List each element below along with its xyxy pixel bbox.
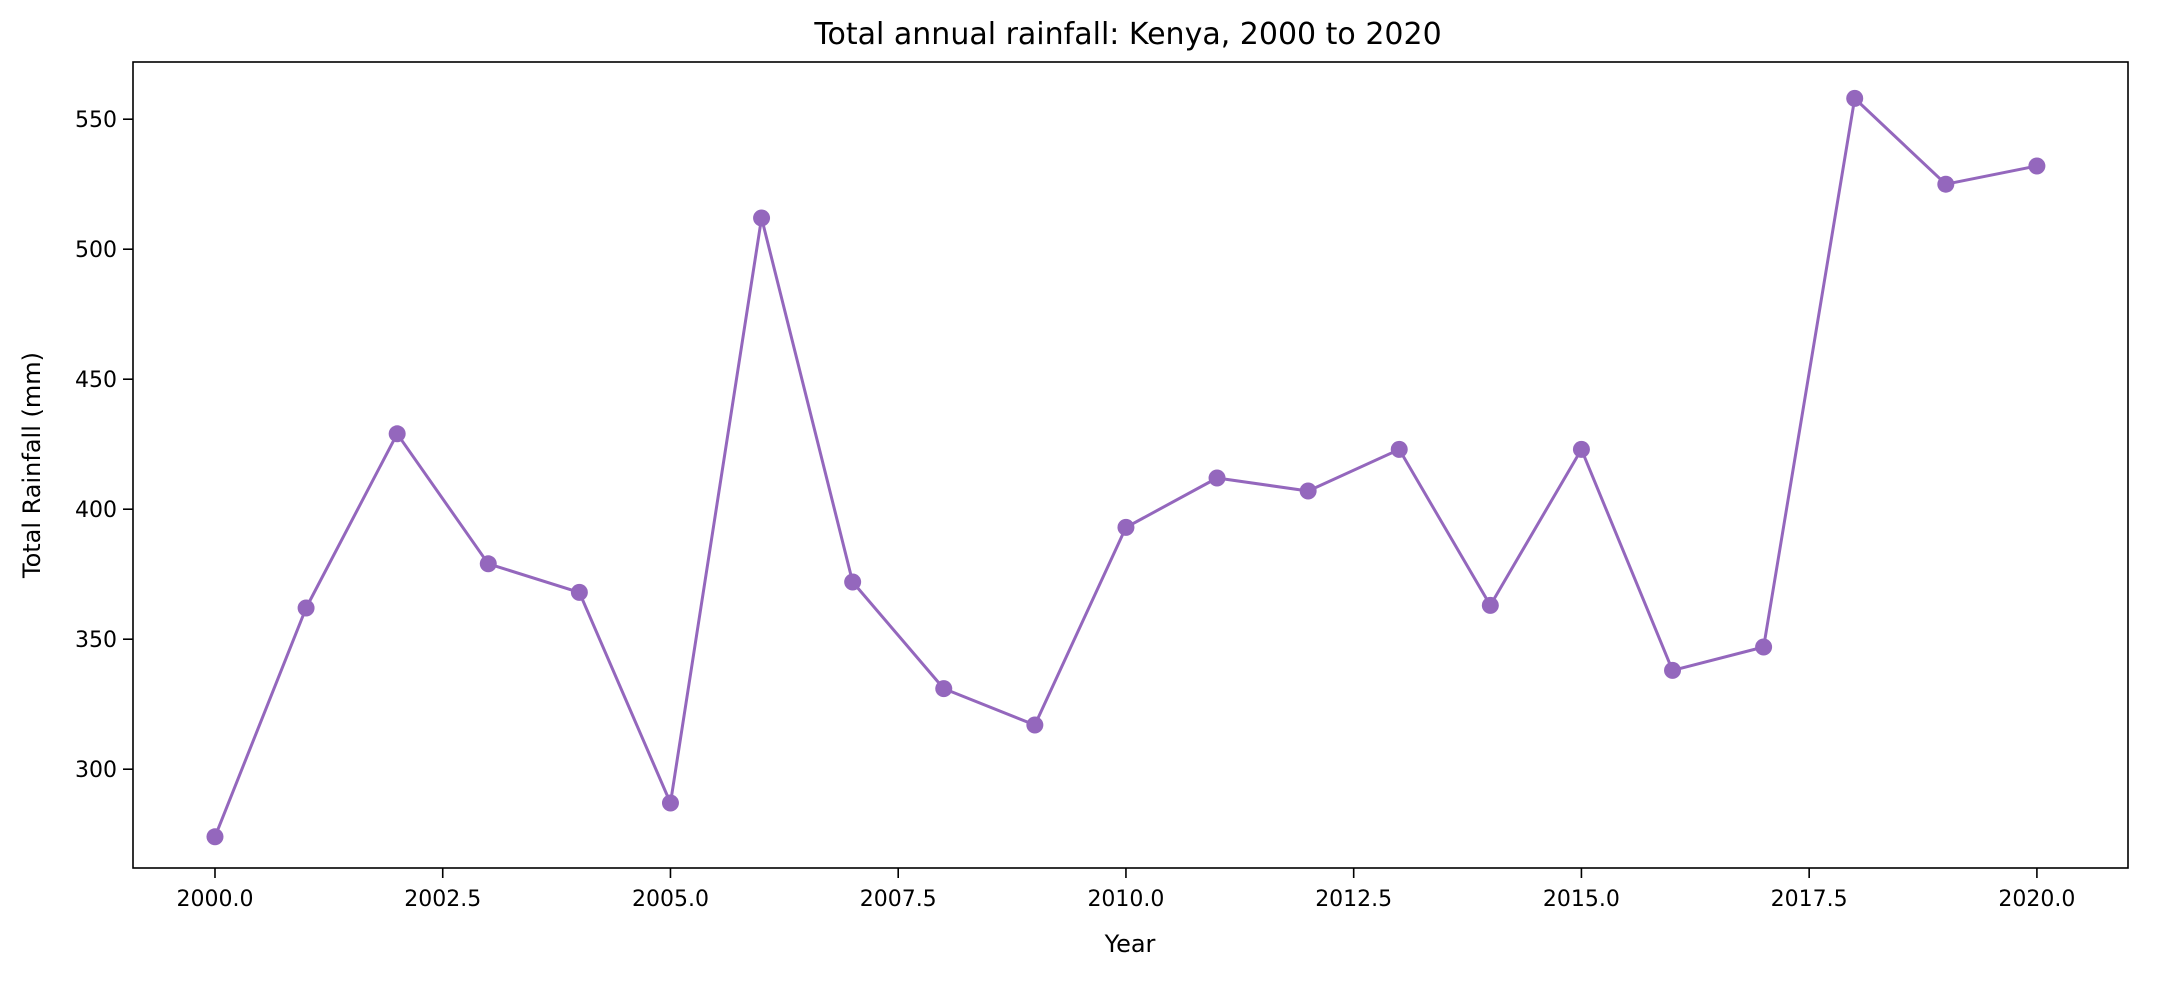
y-axis-ticks: 300 350 400 450 500 550 <box>75 108 133 783</box>
x-tick-label: 2000.0 <box>176 887 253 912</box>
y-tick-label: 550 <box>75 108 117 133</box>
data-point <box>479 555 497 573</box>
y-tick-label: 500 <box>75 238 117 263</box>
data-point <box>1390 440 1408 458</box>
data-point <box>1755 638 1773 656</box>
data-point <box>1664 661 1682 679</box>
x-axis-ticks: 2000.0 2002.5 2005.0 2007.5 2010.0 2012.5 2015… <box>176 868 2075 912</box>
data-point <box>1299 482 1317 500</box>
x-tick-label: 2012.5 <box>1315 887 1392 912</box>
x-tick-label: 2005.0 <box>632 887 709 912</box>
data-point <box>844 573 862 591</box>
y-tick-label: 350 <box>75 628 117 653</box>
x-tick-label: 2010.0 <box>1087 887 1164 912</box>
data-point <box>1937 175 1955 193</box>
data-point <box>570 583 588 601</box>
x-tick-label: 2020.0 <box>1998 887 2075 912</box>
series-group <box>206 89 2046 846</box>
data-point <box>1117 518 1135 536</box>
data-point <box>1208 469 1226 487</box>
data-point <box>1572 440 1590 458</box>
data-point <box>297 599 315 617</box>
data-point <box>2028 157 2046 175</box>
x-axis-label: Year <box>1104 930 1156 958</box>
data-point <box>1846 89 1864 107</box>
data-point <box>206 828 224 846</box>
data-point <box>935 680 953 698</box>
chart-title: Total annual rainfall: Kenya, 2000 to 20… <box>813 17 1441 52</box>
y-tick-label: 300 <box>75 758 117 783</box>
y-tick-label: 400 <box>75 498 117 523</box>
data-point <box>388 425 406 443</box>
plot-frame <box>132 61 2129 869</box>
data-point <box>753 209 771 227</box>
x-tick-label: 2015.0 <box>1543 887 1620 912</box>
data-point <box>661 794 679 812</box>
data-point <box>1481 596 1499 614</box>
x-tick-label: 2007.5 <box>860 887 937 912</box>
data-point <box>1026 716 1044 734</box>
x-tick-label: 2017.5 <box>1771 887 1848 912</box>
y-axis-label: Total Rainfall (mm) <box>18 352 46 579</box>
x-tick-label: 2002.5 <box>404 887 481 912</box>
y-tick-label: 450 <box>75 368 117 393</box>
